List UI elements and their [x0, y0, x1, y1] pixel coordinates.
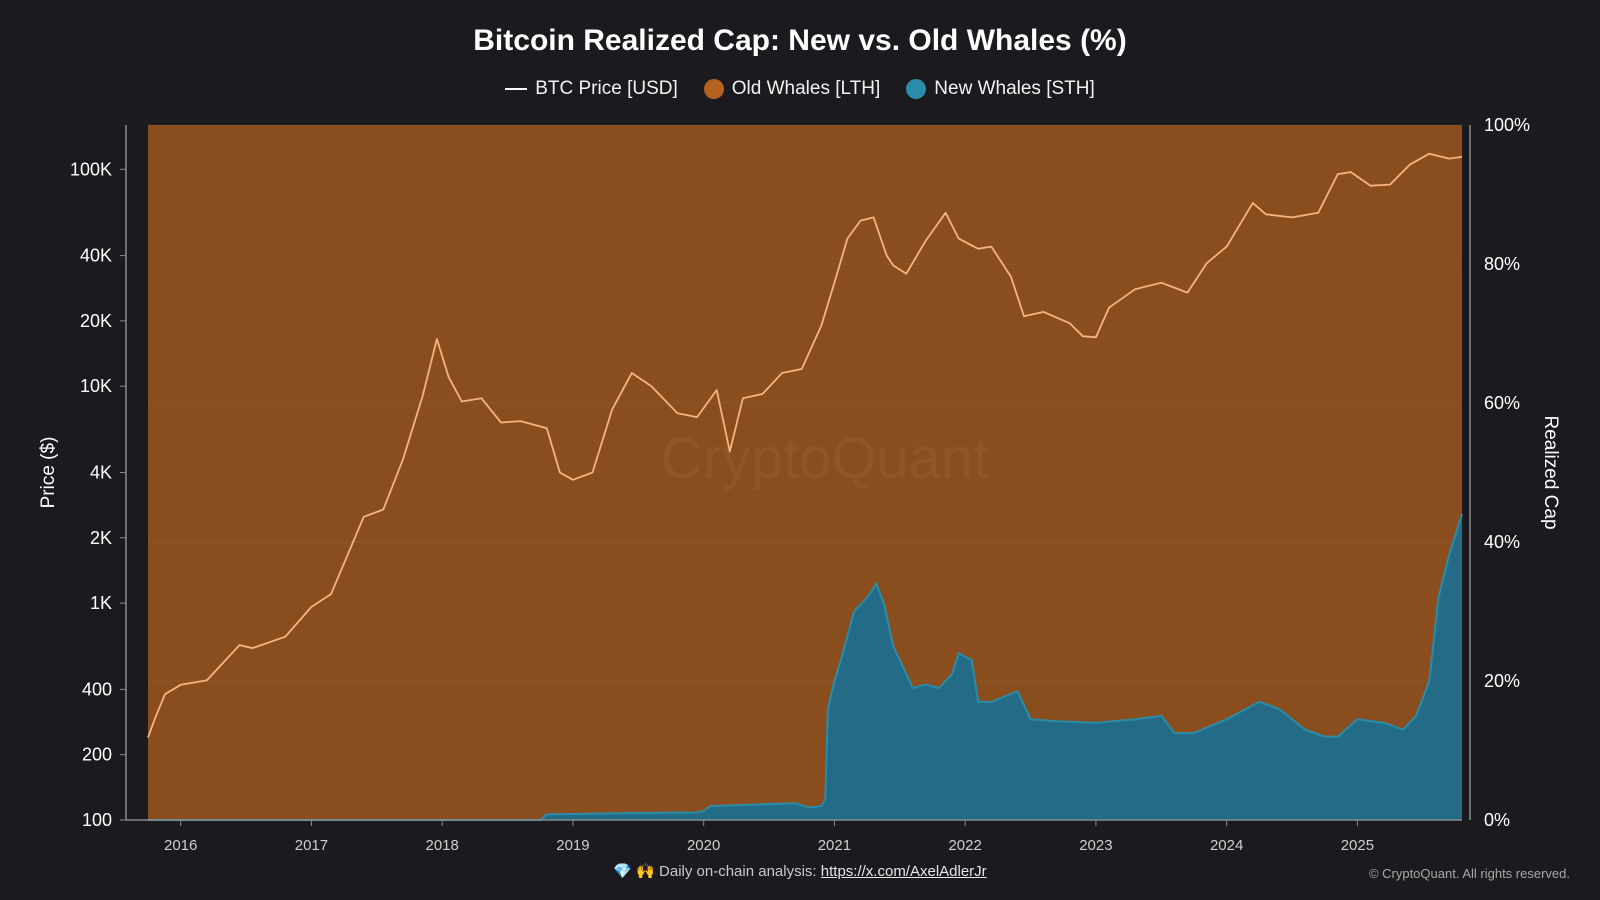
- circle-swatch-icon: [703, 79, 724, 99]
- left-axis-ticks: 100 200 400 1K 2K 4K 10K 20K 40K 100K: [70, 159, 126, 830]
- x-tick-label: 2025: [1341, 837, 1374, 854]
- right-tick-label: 60%: [1484, 393, 1520, 413]
- x-tick-label: 2017: [295, 837, 328, 854]
- chart-title: Bitcoin Realized Cap: New vs. Old Whales…: [473, 24, 1127, 57]
- right-tick-label: 100%: [1484, 115, 1530, 135]
- right-axis-ticks: 0% 20% 40% 60% 80% 100%: [1484, 115, 1530, 830]
- left-tick-label: 400: [82, 679, 112, 699]
- watermark: CryptoQuant: [661, 426, 990, 491]
- left-tick-label: 100K: [70, 159, 112, 179]
- chart-legend: BTC Price [USD] Old Whales [LTH] New Wha…: [0, 78, 1600, 100]
- x-tick-label: 2016: [164, 837, 197, 854]
- legend-label-old-whales: Old Whales [LTH]: [731, 78, 881, 99]
- new-whales-area: [148, 514, 1462, 820]
- legend-label-new-whales: New Whales [STH]: [934, 78, 1095, 99]
- left-tick-label: 20K: [80, 311, 112, 331]
- left-tick-label: 10K: [80, 376, 112, 396]
- right-tick-label: 80%: [1484, 254, 1520, 274]
- left-tick-label: 40K: [80, 246, 112, 266]
- left-tick-label: 100: [82, 810, 112, 830]
- left-tick-label: 1K: [90, 593, 112, 613]
- copyright: © CryptoQuant. All rights reserved.: [1368, 866, 1570, 881]
- diamond-hands-icon: 💎 🙌: [613, 863, 655, 880]
- footer: 💎 🙌 Daily on-chain analysis: https://x.c…: [0, 862, 1600, 880]
- left-tick-label: 4K: [90, 463, 112, 483]
- footer-text: Daily on-chain analysis:: [659, 863, 817, 880]
- new-whales-line: [148, 513, 1463, 821]
- footer-link[interactable]: https://x.com/AxelAdlerJr: [820, 863, 987, 880]
- legend-label-btc-price: BTC Price [USD]: [535, 78, 678, 99]
- right-tick-label: 40%: [1484, 532, 1520, 552]
- x-tick-label: 2018: [425, 837, 458, 854]
- legend-item-new-whales[interactable]: New Whales [STH]: [906, 78, 1095, 100]
- x-tick-label: 2021: [818, 837, 851, 854]
- right-tick-label: 20%: [1484, 671, 1520, 691]
- legend-item-old-whales[interactable]: Old Whales [LTH]: [703, 78, 881, 100]
- left-tick-label: 2K: [90, 528, 112, 548]
- line-swatch-icon: [505, 88, 528, 90]
- x-tick-label: 2024: [1210, 837, 1243, 854]
- x-tick-label: 2022: [948, 837, 981, 854]
- left-tick-label: 200: [82, 745, 112, 765]
- x-tick-label: 2019: [556, 837, 589, 854]
- circle-swatch-icon: [906, 79, 927, 99]
- x-tick-label: 2023: [1079, 837, 1112, 854]
- right-tick-label: 0%: [1484, 810, 1510, 830]
- y-axis-title-left: Price ($): [38, 437, 59, 509]
- old-whales-area: [148, 125, 1462, 820]
- x-tick-label: 2020: [687, 837, 720, 854]
- btc-price-line: [147, 152, 1463, 738]
- y-axis-title-right: Realized Cap: [1540, 415, 1561, 529]
- legend-item-btc-price[interactable]: BTC Price [USD]: [505, 78, 678, 100]
- x-axis-ticks: 2016 2017 2018 2019 2020 2021 2022 2023 2024 2025: [164, 820, 1374, 854]
